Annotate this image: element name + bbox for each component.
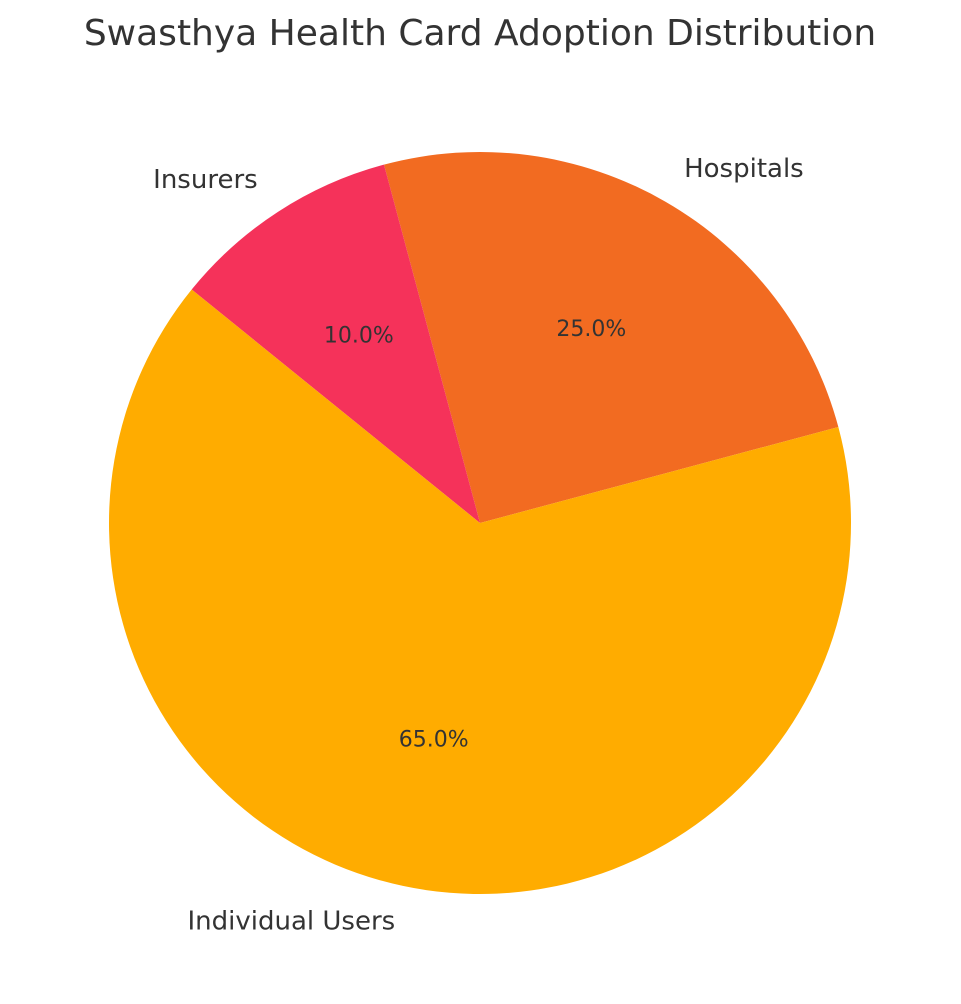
slice-percent-hospitals: 25.0% (556, 317, 626, 342)
chart-title: Swasthya Health Card Adoption Distributi… (84, 13, 876, 54)
slice-label-insurers: Insurers (153, 165, 258, 195)
slice-percent-individual-users: 65.0% (399, 728, 469, 753)
slice-label-hospitals: Hospitals (684, 154, 804, 184)
pie-labels: Hospitals 25.0% Insurers 10.0% Individual Us… (153, 154, 804, 937)
pie-slices (109, 151, 852, 894)
pie-slice-individual-users (109, 289, 852, 894)
pie-slice-hospitals (383, 151, 839, 524)
slice-percent-insurers: 10.0% (324, 323, 394, 348)
pie-slice-insurers (191, 164, 480, 523)
slice-label-individual-users: Individual Users (187, 907, 395, 937)
